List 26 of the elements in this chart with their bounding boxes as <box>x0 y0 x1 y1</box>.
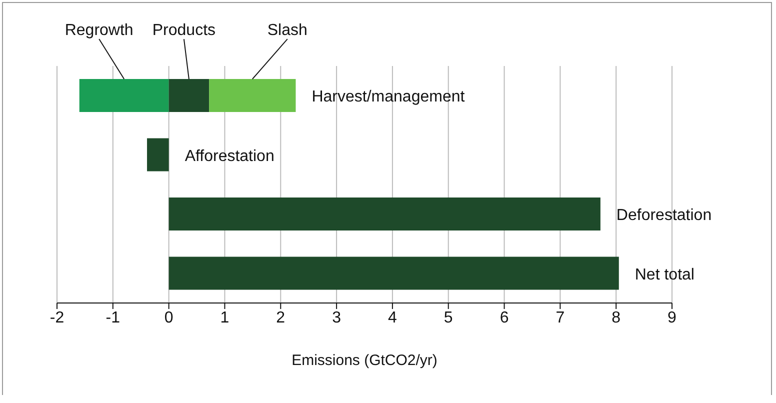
bar <box>79 79 169 112</box>
text: Products <box>152 22 216 40</box>
bar <box>168 79 210 112</box>
x-tick-label: 8 <box>612 309 621 326</box>
y-tick-label: Harvest/management <box>312 88 466 106</box>
x-tick-label: 7 <box>556 309 565 326</box>
y-tick-label: Net total <box>634 266 694 284</box>
x-tick-label: 5 <box>444 309 453 326</box>
x-tick-label: 0 <box>164 309 174 326</box>
bar <box>168 256 619 290</box>
x-tick-label: 1 <box>220 309 230 326</box>
x-tick-label: 4 <box>388 309 397 326</box>
x-tick-label: 2 <box>276 309 286 326</box>
x-tick-label: 6 <box>500 309 509 326</box>
text: Regrowth <box>64 22 134 40</box>
x-tick-label: 3 <box>332 309 342 326</box>
x-axis-title: Emissions (GtCO2/yr) <box>292 352 438 369</box>
y-tick-label: Deforestation <box>616 207 712 224</box>
text: Slash <box>267 22 308 40</box>
x-tick-label: -2 <box>50 309 64 326</box>
y-tick-label: Afforestation <box>184 148 274 165</box>
bar <box>147 138 169 172</box>
bar <box>209 79 296 112</box>
x-tick-label: -1 <box>106 309 120 326</box>
bar <box>168 198 600 231</box>
x-tick-label: 9 <box>668 309 677 326</box>
